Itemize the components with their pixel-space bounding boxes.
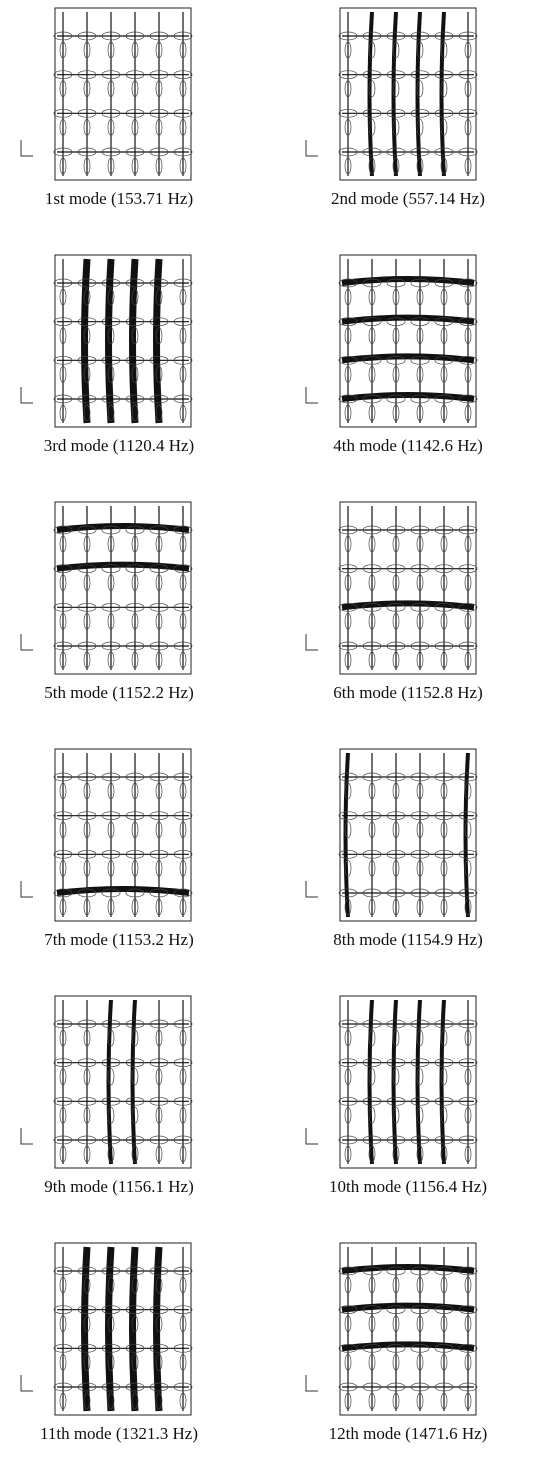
axis-icon — [306, 387, 318, 403]
mode-caption: 1st mode (153.71 Hz) — [45, 189, 193, 208]
axis-icon — [21, 387, 33, 403]
axis-icon — [21, 881, 33, 897]
grid-row — [342, 1344, 474, 1348]
axis-icon — [306, 1375, 318, 1391]
mode-caption: 3rd mode (1120.4 Hz) — [44, 436, 194, 455]
mode-panel: 9th mode (1156.1 Hz) — [21, 996, 194, 1196]
panel-frame — [340, 749, 476, 921]
mode-caption: 5th mode (1152.2 Hz) — [44, 683, 194, 702]
panel-frame — [55, 8, 191, 180]
mode-caption: 11th mode (1321.3 Hz) — [40, 1424, 198, 1443]
mode-panel: 3rd mode (1120.4 Hz) — [21, 255, 194, 455]
mode-panel: 5th mode (1152.2 Hz) — [21, 502, 194, 702]
axis-icon — [306, 881, 318, 897]
mode-caption: 8th mode (1154.9 Hz) — [333, 930, 483, 949]
mode-panel: 6th mode (1152.8 Hz) — [306, 502, 483, 702]
grid-row — [342, 1267, 474, 1271]
grid-row — [342, 395, 474, 399]
mode-panel: 4th mode (1142.6 Hz) — [306, 255, 483, 455]
panel-frame — [340, 996, 476, 1168]
mode-panel: 8th mode (1154.9 Hz) — [306, 749, 483, 949]
axis-icon — [21, 140, 33, 156]
mode-panel: 1st mode (153.71 Hz) — [21, 8, 193, 208]
mode-figure: 1st mode (153.71 Hz) 2nd mode (557.14 Hz)… — [0, 0, 550, 1480]
grid-row — [342, 603, 474, 607]
axis-icon — [306, 1128, 318, 1144]
grid-row — [57, 526, 189, 530]
mode-caption: 12th mode (1471.6 Hz) — [329, 1424, 488, 1443]
axis-icon — [21, 1375, 33, 1391]
mode-caption: 10th mode (1156.4 Hz) — [329, 1177, 487, 1196]
panel-frame — [340, 8, 476, 180]
mode-caption: 7th mode (1153.2 Hz) — [44, 930, 194, 949]
mode-panel: 11th mode (1321.3 Hz) — [21, 1243, 198, 1443]
panel-frame — [55, 749, 191, 921]
grid-row — [342, 318, 474, 322]
grid-row — [57, 889, 189, 893]
grid-row — [57, 565, 189, 569]
mode-panel: 10th mode (1156.4 Hz) — [306, 996, 487, 1196]
mode-caption: 6th mode (1152.8 Hz) — [333, 683, 483, 702]
grid-row — [342, 1306, 474, 1310]
panel-frame — [55, 255, 191, 427]
panel-frame — [55, 996, 191, 1168]
axis-icon — [21, 634, 33, 650]
axis-icon — [21, 1128, 33, 1144]
grid-row — [342, 356, 474, 360]
panel-frame — [340, 502, 476, 674]
mode-panel: 12th mode (1471.6 Hz) — [306, 1243, 487, 1443]
mode-caption: 9th mode (1156.1 Hz) — [44, 1177, 194, 1196]
axis-icon — [306, 634, 318, 650]
mode-caption: 2nd mode (557.14 Hz) — [331, 189, 485, 208]
mode-caption: 4th mode (1142.6 Hz) — [333, 436, 483, 455]
mode-panel: 7th mode (1153.2 Hz) — [21, 749, 194, 949]
mode-panel: 2nd mode (557.14 Hz) — [306, 8, 485, 208]
grid-row — [342, 279, 474, 283]
axis-icon — [306, 140, 318, 156]
panel-frame — [55, 1243, 191, 1415]
